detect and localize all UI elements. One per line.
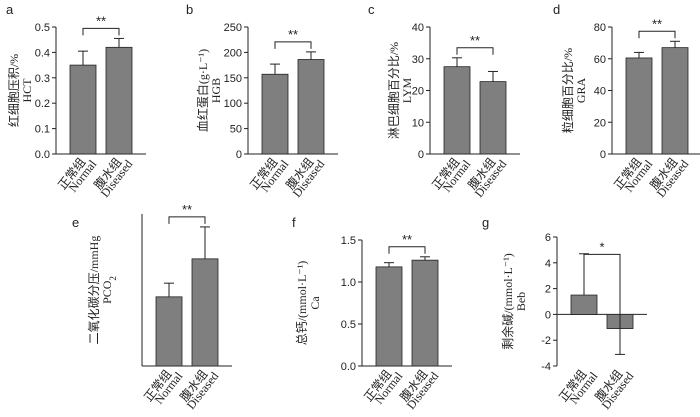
y-tick-label: 0.5 [35, 22, 50, 34]
y-tick-label: 80 [594, 22, 606, 34]
significance-marker: * [599, 239, 604, 254]
y-tick-label: 0.5 [341, 319, 356, 331]
panel-letter: d [553, 2, 560, 17]
y-tick-label: 1.5 [341, 235, 356, 247]
bar-diseased [411, 259, 439, 367]
y-axis-label: 总钙/(mmol·L⁻¹) [295, 261, 309, 346]
y-tick-label: -4 [541, 361, 551, 373]
y-tick-label: 200 [224, 47, 242, 59]
y-tick-label: 2 [545, 284, 551, 296]
y-axis-label-abbrev: GRA [574, 78, 588, 104]
bar-diseased [479, 81, 507, 155]
bar-normal [625, 57, 653, 155]
y-tick-label: 40 [412, 22, 424, 34]
y-axis-label: 二氧化碳分压/mmHg [87, 236, 101, 345]
y-axis-label-abbrev: PCO2 [100, 276, 118, 304]
y-tick-label: 0.3 [35, 73, 50, 85]
panel-letter: c [368, 2, 375, 17]
significance-marker: ** [96, 13, 106, 28]
y-tick-label: 0.4 [35, 47, 50, 59]
significance-marker: ** [182, 202, 192, 217]
y-tick-label: 4 [545, 258, 551, 270]
y-axis-label-abbrev: Beb [514, 292, 528, 311]
chart-panel-f: f0.00.51.01.5总钙/(mmol·L⁻¹) Ca正常组Normal腹水组… [292, 215, 452, 412]
y-axis-label-abbrev: HCT [20, 78, 34, 103]
y-tick-label: 100 [224, 98, 242, 110]
bar-normal [69, 64, 97, 155]
y-tick-label: 0.0 [35, 149, 50, 161]
y-tick-label: 30 [412, 54, 424, 66]
y-tick-label: 250 [224, 22, 242, 34]
significance-bracket [638, 30, 676, 39]
significance-bracket [274, 41, 312, 49]
y-tick-label: 150 [224, 73, 242, 85]
y-tick-label: 0 [600, 149, 606, 161]
significance-marker: ** [652, 16, 662, 31]
y-axis-label: 淋巴细胞百分比/% [387, 42, 401, 139]
y-tick-label: 20 [412, 86, 424, 98]
significance-bracket [388, 246, 426, 254]
panel-letter: g [482, 215, 489, 230]
bar-normal [155, 296, 183, 367]
bar-normal [570, 294, 598, 315]
y-tick-label: 60 [594, 54, 606, 66]
bar-diseased [297, 59, 325, 155]
panel-letter: a [6, 2, 14, 17]
bar-normal [375, 266, 403, 367]
y-axis-label-abbrev: HGB [209, 78, 223, 103]
panel-letter: b [186, 2, 193, 17]
y-tick-label: 10 [412, 117, 424, 129]
significance-marker: ** [470, 33, 480, 48]
bar-normal [443, 66, 471, 155]
bar-normal [261, 73, 289, 155]
y-axis-label-abbrev: Ca [308, 296, 322, 310]
y-tick-label: 1.0 [341, 277, 356, 289]
panel-letter: e [72, 215, 79, 230]
significance-bracket [82, 27, 120, 36]
panel-letter: f [292, 215, 296, 230]
y-axis-label: 粒细胞百分比/% [560, 48, 575, 133]
y-axis-label-abbrev: LYM [400, 77, 414, 103]
bar-diseased [191, 258, 219, 367]
y-axis-label-subscript: 2 [108, 276, 118, 281]
y-tick-label: 40 [594, 86, 606, 98]
y-axis-label: 血红蛋白(g·L⁻¹) [195, 49, 210, 132]
y-tick-label: -2 [541, 335, 551, 347]
y-tick-label: 0.0 [341, 361, 356, 373]
y-tick-label: 0 [418, 149, 424, 161]
y-tick-label: 20 [594, 117, 606, 129]
bar-diseased [661, 47, 689, 155]
y-axis-label: 剩余碱/(mmol·L⁻¹) [500, 253, 515, 350]
significance-bracket [584, 253, 621, 332]
bar-diseased [105, 46, 133, 155]
y-tick-label: 0 [545, 309, 551, 321]
y-tick-label: 50 [230, 124, 242, 136]
significance-bracket [168, 216, 206, 224]
y-tick-label: 0.1 [35, 124, 50, 136]
y-tick-label: 6 [545, 232, 551, 244]
y-tick-label: 0 [236, 149, 242, 161]
y-axis-label: 红细胞压积/% [6, 54, 21, 127]
significance-marker: ** [402, 232, 412, 247]
significance-bracket [456, 47, 494, 55]
y-tick-label: 0.2 [35, 98, 50, 110]
significance-marker: ** [288, 27, 298, 42]
